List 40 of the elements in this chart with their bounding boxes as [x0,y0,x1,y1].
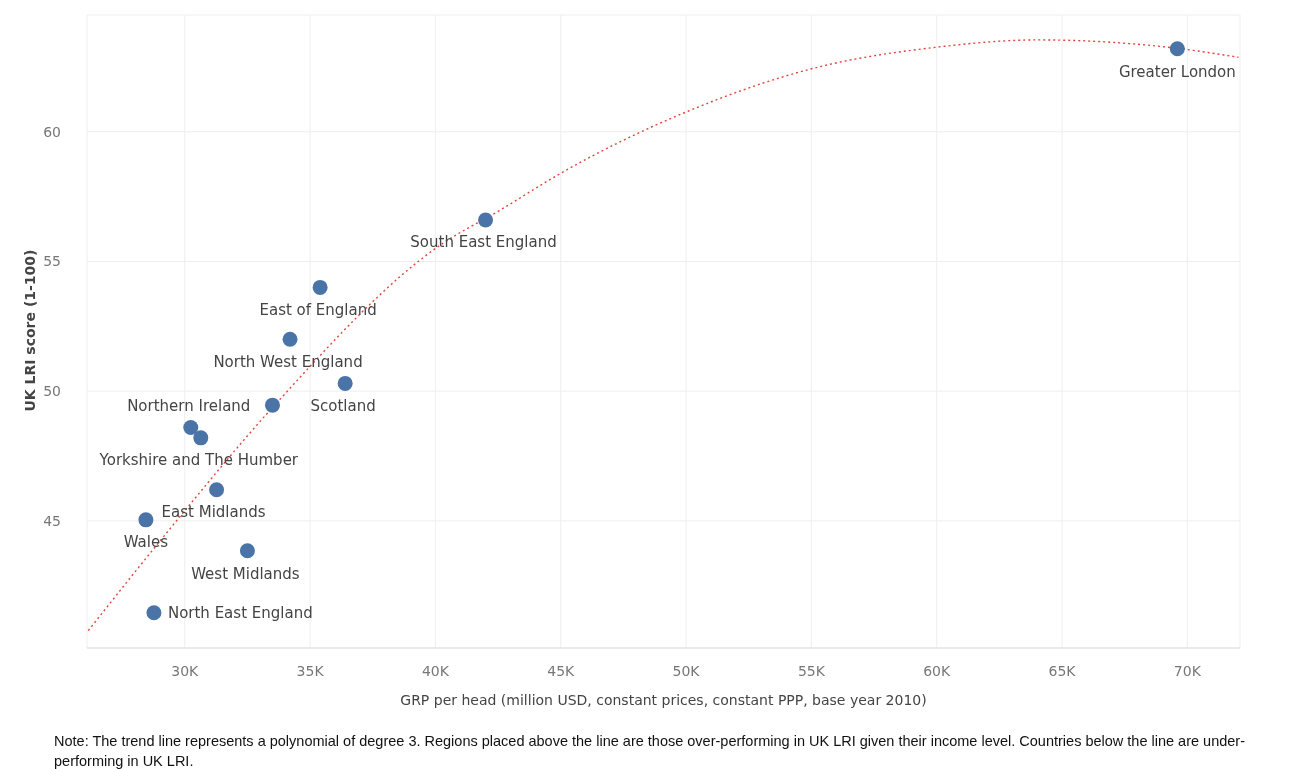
annotation: Northern Ireland [127,396,251,415]
annotation: Yorkshire and The Humber [98,451,299,470]
point [209,482,225,498]
x-axis-title: GRP per head (million USD, constant prices, constant PPP, base year 2010) [400,692,927,708]
annotation: North East England [167,604,313,623]
point [264,397,280,413]
point [337,375,353,391]
y-tick-label: 45 [43,512,61,529]
point [478,212,494,228]
x-tick-label: 70K [1173,662,1202,679]
y-tick-label: 50 [43,383,61,400]
point [183,419,199,435]
x-tick-label: 65K [1048,662,1077,679]
point [239,543,255,559]
annotation: North West England [213,352,363,371]
point [138,512,154,528]
annotation: South East England [410,233,557,252]
annotation: East Midlands [161,503,266,522]
point [1169,41,1185,57]
annotation: Wales [123,533,169,552]
line-series [87,39,1240,632]
point [193,430,209,446]
annotation: Scotland [310,396,376,415]
annotation: Greater London [1118,63,1236,82]
x-tick-label: 35K [296,662,325,679]
x-tick-label: 60K [923,662,952,679]
y-axis-title: UK LRI score (1-100) [21,249,38,412]
annotation: West Midlands [191,565,300,584]
point [312,279,328,295]
y-tick-label: 60 [43,123,61,140]
x-tick-label: 40K [421,662,450,679]
x-tick-label: 30K [171,662,200,679]
x-tick-label: 50K [672,662,701,679]
point [146,605,162,621]
x-tick-label: 45K [547,662,576,679]
y-tick-label: 55 [43,253,61,270]
point [282,331,298,347]
x-tick-label: 55K [797,662,826,679]
text: Note: The trend line represents a polynomial of degree 3. Regions placed above the line are those over-performing in UK LRI given their income level. Countries below the line are under-performing in UK LRI. [53,732,1246,769]
annotation: East of England [259,300,377,319]
